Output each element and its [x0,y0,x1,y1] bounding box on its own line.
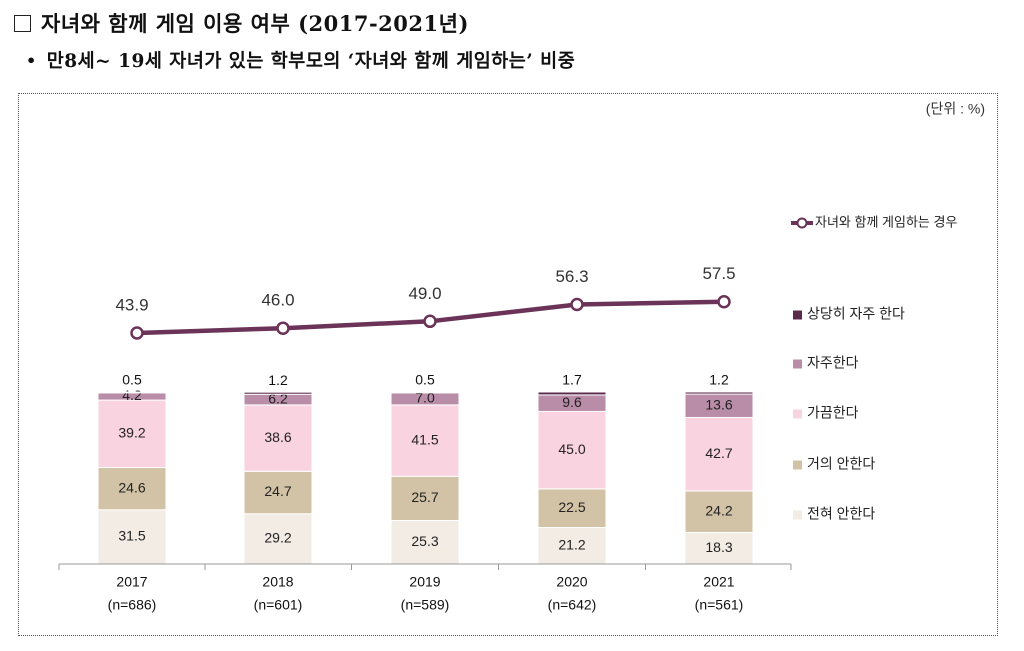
bar-segment [684,391,754,395]
bar-segment [243,391,313,395]
legend-swatch [793,409,802,419]
chart-subtitle: 만8세~ 19세 자녀가 있는 학부모의 ‘자녀와 함께 게임하는’ 비중 [46,51,576,72]
bar-segment [390,519,460,565]
data-label: 13.6 [705,396,732,412]
legend-swatch [793,310,802,320]
legend-line-marker [796,217,808,229]
bar-segment [243,513,313,565]
bar-segment [537,488,607,529]
legend-label: 자녀와 함께 게임하는 경우 [815,214,957,229]
data-label: 9.6 [562,394,582,410]
data-label: 22.5 [558,499,585,515]
data-label: 7.0 [415,390,435,406]
bullet-dot-icon: • [26,50,37,70]
line-data-label: 46.0 [261,291,294,310]
bar-segment [537,527,607,565]
bar-segment [97,467,167,511]
x-tick-label: 2021 [703,574,734,590]
legend-label: 가끔한다 [807,405,859,421]
line-point-marker [130,326,144,340]
data-label: 21.2 [558,536,585,552]
line-data-label: 56.3 [555,267,588,286]
line-data-label: 49.0 [408,284,441,303]
data-label: 4.2 [122,387,142,403]
legend-swatch [793,510,802,520]
data-label: 31.5 [118,528,145,544]
line-point-marker [423,314,437,329]
data-label: 0.5 [122,372,142,388]
x-tick-label: 2019 [409,574,440,590]
bar-segment [390,475,460,521]
bar-segment [684,490,754,534]
data-label: 42.7 [705,445,732,461]
bar-segment [537,391,607,396]
sample-size-label: (n=601) [254,597,303,613]
sample-size-label: (n=642) [548,597,597,613]
chart-subtitle-row: • 만8세~ 19세 자녀가 있는 학부모의 ‘자녀와 함께 게임하는’ 비중 [26,45,575,75]
x-tick-label: 2020 [556,574,587,590]
data-label: 24.2 [705,502,732,518]
data-label: 1.7 [562,372,582,388]
sample-size-label: (n=589) [401,597,450,613]
data-label: 0.5 [415,372,435,388]
data-label: 1.2 [268,372,288,388]
line-data-label: 57.5 [702,264,735,283]
line-point-marker [276,321,290,335]
unit-note: (단위 : %) [926,101,985,117]
data-label: 24.6 [118,479,145,495]
line-data-label: 43.9 [115,296,148,315]
legend-label: 자주한다 [807,355,859,371]
sample-size-label: (n=561) [695,597,744,613]
line-point-marker [570,297,584,312]
x-tick-label: 2017 [116,574,147,590]
data-label: 1.2 [709,372,729,388]
data-label: 29.2 [264,530,291,546]
stacked-bar-line-chart: (단위 : %)31.524.639.24.20.529.224.738.66.… [58,101,985,613]
data-label: 38.6 [264,429,291,445]
data-label: 25.3 [411,533,438,549]
bar-segment [390,391,460,394]
chart-frame: (단위 : %) 31.5 24.6 39.2 4.2 0.5 29.2 24.7 38.6 6.… [18,93,998,636]
legend-swatch [793,460,802,470]
legend-swatch [793,359,802,369]
data-label: 39.2 [118,424,145,440]
chart-title-row: 자녀와 함께 게임 이용 여부 (2017-2021년) [14,6,469,40]
bar-segment [97,391,167,394]
legend-label: 전혀 안한다 [807,506,875,522]
legend-label: 상당히 자주 한다 [807,306,905,322]
data-label: 24.7 [264,483,291,499]
data-label: 25.7 [411,489,438,505]
line-point-marker [717,295,731,309]
checkbox-square-icon [14,14,31,32]
bar-segment [684,416,754,492]
bar-segment [243,404,313,472]
data-label: 41.5 [411,431,438,447]
chart-title: 자녀와 함께 게임 이용 여부 (2017-2021년) [41,11,469,36]
sample-size-label: (n=686) [108,597,157,613]
legend-label: 거의 안한다 [807,456,875,472]
bar-segment [97,509,167,565]
data-label: 45.0 [558,441,585,457]
bar-segment [390,404,460,477]
bar-segment [537,410,607,490]
data-label: 18.3 [705,539,732,555]
x-tick-label: 2018 [262,574,293,590]
bar-segment [684,532,754,565]
